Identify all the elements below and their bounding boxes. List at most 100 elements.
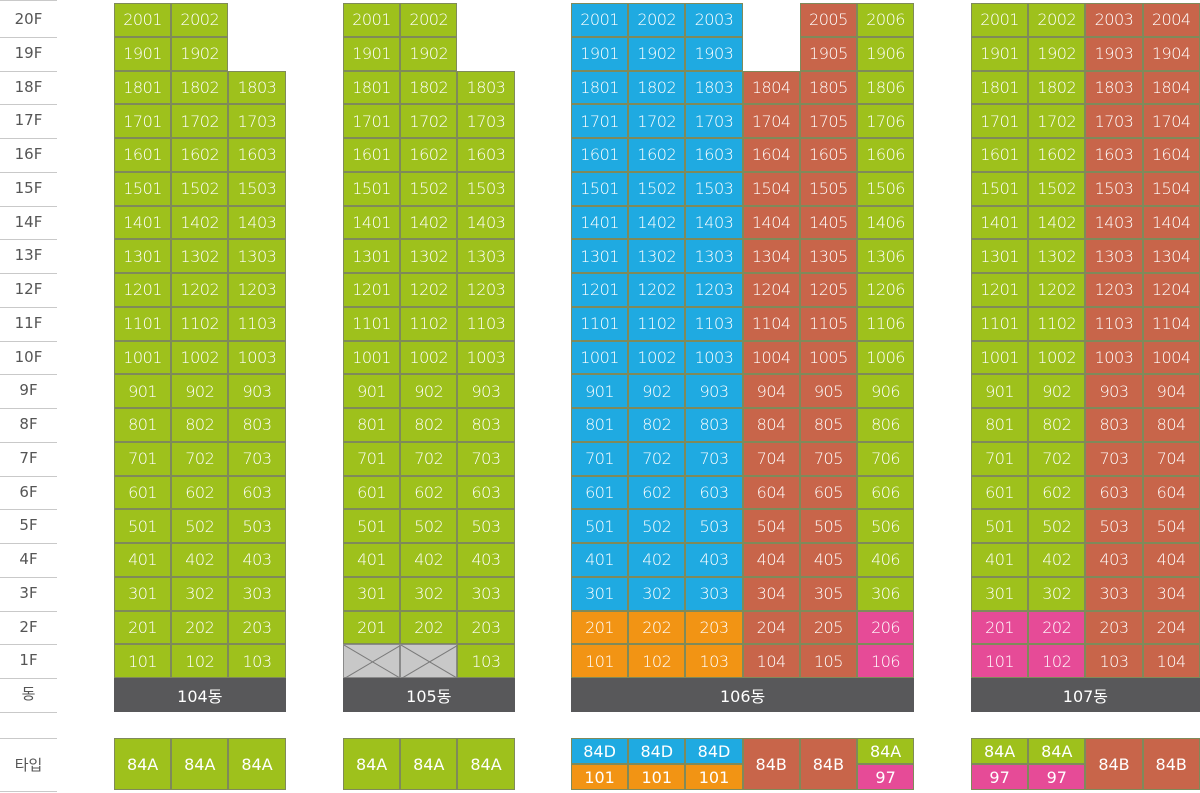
unit-cell[interactable]: 1504 <box>742 171 800 206</box>
unit-cell[interactable]: 1903 <box>1085 36 1143 71</box>
unit-cell[interactable]: 102 <box>628 644 686 678</box>
unit-cell[interactable]: 701 <box>114 441 172 476</box>
unit-cell[interactable]: 601 <box>343 475 401 510</box>
unit-cell[interactable]: 501 <box>571 509 629 543</box>
unit-cell[interactable]: 2003 <box>685 3 743 37</box>
unit-cell[interactable]: 1402 <box>628 205 686 240</box>
unit-cell[interactable]: 1005 <box>799 340 857 375</box>
unit-cell[interactable]: 204 <box>1142 610 1200 645</box>
unit-cell[interactable]: 305 <box>799 576 857 611</box>
unit-cell[interactable]: 801 <box>343 408 401 442</box>
unit-cell[interactable]: 1205 <box>799 273 857 307</box>
unit-cell[interactable]: 1103 <box>228 306 286 341</box>
unit-cell[interactable]: 1806 <box>857 70 915 105</box>
unit-cell[interactable]: 1702 <box>628 104 686 138</box>
unit-cell[interactable]: 301 <box>343 576 401 611</box>
unit-cell[interactable]: 706 <box>857 441 915 476</box>
unit-cell[interactable]: 1204 <box>1142 273 1200 307</box>
unit-cell[interactable]: 1601 <box>343 138 401 172</box>
unit-cell[interactable]: 302 <box>628 576 686 611</box>
unit-cell[interactable]: 303 <box>228 576 286 611</box>
unit-cell[interactable]: 1301 <box>343 239 401 273</box>
unit-cell[interactable]: 1502 <box>1028 171 1086 206</box>
unit-cell[interactable]: 601 <box>971 475 1029 510</box>
unit-cell[interactable]: 302 <box>1028 576 1086 611</box>
unit-cell[interactable]: 705 <box>799 441 857 476</box>
unit-cell[interactable]: 103 <box>457 644 515 678</box>
unit-cell[interactable]: 1101 <box>571 306 629 341</box>
unit-cell[interactable]: 1201 <box>971 273 1029 307</box>
unit-cell[interactable]: 1603 <box>685 138 743 172</box>
unit-cell[interactable]: 501 <box>343 509 401 543</box>
unit-cell[interactable]: 1503 <box>685 171 743 206</box>
unit-cell[interactable]: 1905 <box>799 36 857 71</box>
unit-cell[interactable]: 604 <box>1142 475 1200 510</box>
unit-cell[interactable]: 402 <box>1028 543 1086 577</box>
unit-cell[interactable]: 1303 <box>685 239 743 273</box>
unit-cell[interactable]: 905 <box>799 374 857 408</box>
unit-cell[interactable]: 1201 <box>343 273 401 307</box>
unit-cell[interactable]: 702 <box>628 441 686 476</box>
unit-cell[interactable]: 203 <box>228 610 286 645</box>
unit-cell[interactable]: 602 <box>171 475 229 510</box>
unit-cell[interactable]: 806 <box>857 408 915 442</box>
unit-cell[interactable]: 903 <box>228 374 286 408</box>
unit-cell[interactable]: 1502 <box>400 171 458 206</box>
unit-cell[interactable]: 302 <box>171 576 229 611</box>
unit-cell[interactable]: 1306 <box>857 239 915 273</box>
unit-cell[interactable]: 2002 <box>171 3 229 37</box>
unit-cell[interactable]: 1001 <box>343 340 401 375</box>
unit-cell[interactable]: 601 <box>114 475 172 510</box>
unit-cell[interactable]: 1203 <box>228 273 286 307</box>
unit-cell[interactable]: 902 <box>1028 374 1086 408</box>
unit-cell[interactable]: 402 <box>400 543 458 577</box>
unit-cell[interactable]: 103 <box>685 644 743 678</box>
unit-cell[interactable]: 1003 <box>457 340 515 375</box>
unit-cell[interactable]: 2003 <box>1085 3 1143 37</box>
unit-cell[interactable]: 1102 <box>400 306 458 341</box>
unit-cell[interactable]: 603 <box>1085 475 1143 510</box>
unit-cell[interactable]: 704 <box>742 441 800 476</box>
unit-cell[interactable]: 1402 <box>400 205 458 240</box>
unit-cell[interactable]: 1703 <box>685 104 743 138</box>
unit-cell[interactable]: 1602 <box>628 138 686 172</box>
unit-cell[interactable]: 1001 <box>114 340 172 375</box>
unit-cell[interactable]: 1104 <box>1142 306 1200 341</box>
unit-cell[interactable]: 1604 <box>1142 138 1200 172</box>
unit-cell[interactable]: 603 <box>228 475 286 510</box>
unit-cell[interactable]: 1803 <box>228 70 286 105</box>
unit-cell[interactable]: 901 <box>343 374 401 408</box>
unit-cell[interactable]: 1902 <box>171 36 229 71</box>
unit-cell[interactable]: 1204 <box>742 273 800 307</box>
unit-cell[interactable]: 201 <box>343 610 401 645</box>
unit-cell[interactable]: 1704 <box>742 104 800 138</box>
unit-cell[interactable]: 1305 <box>799 239 857 273</box>
unit-cell[interactable]: 1403 <box>1085 205 1143 240</box>
unit-cell[interactable]: 1602 <box>400 138 458 172</box>
unit-cell[interactable]: 103 <box>228 644 286 678</box>
unit-cell[interactable]: 802 <box>400 408 458 442</box>
unit-cell[interactable]: 502 <box>400 509 458 543</box>
unit-cell[interactable]: 405 <box>799 543 857 577</box>
unit-cell[interactable]: 104 <box>742 644 800 678</box>
unit-cell[interactable]: 202 <box>628 610 686 645</box>
unit-cell[interactable]: 1301 <box>971 239 1029 273</box>
unit-cell[interactable]: 503 <box>228 509 286 543</box>
unit-cell[interactable]: 1102 <box>628 306 686 341</box>
unit-cell[interactable]: 903 <box>685 374 743 408</box>
unit-cell[interactable]: 801 <box>971 408 1029 442</box>
unit-cell[interactable]: 1303 <box>457 239 515 273</box>
unit-cell[interactable]: 1504 <box>1142 171 1200 206</box>
unit-cell[interactable]: 1101 <box>971 306 1029 341</box>
unit-cell[interactable]: 403 <box>228 543 286 577</box>
unit-cell[interactable]: 1002 <box>400 340 458 375</box>
unit-cell[interactable]: 1302 <box>1028 239 1086 273</box>
unit-cell[interactable]: 1703 <box>1085 104 1143 138</box>
unit-cell[interactable]: 401 <box>114 543 172 577</box>
unit-cell[interactable]: 1202 <box>171 273 229 307</box>
unit-cell[interactable]: 1104 <box>742 306 800 341</box>
unit-cell[interactable]: 406 <box>857 543 915 577</box>
unit-cell[interactable]: 1502 <box>628 171 686 206</box>
unit-cell[interactable]: 1203 <box>685 273 743 307</box>
unit-cell[interactable]: 1102 <box>1028 306 1086 341</box>
